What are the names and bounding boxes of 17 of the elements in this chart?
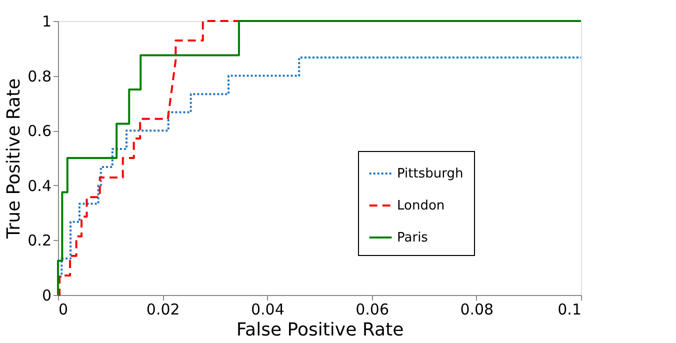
x-tick-label: 0.1 bbox=[558, 300, 582, 318]
y-tick-label: 0.6 bbox=[28, 122, 52, 140]
x-tick-label: 0 bbox=[58, 300, 68, 318]
legend-label: London bbox=[397, 198, 445, 214]
legend-label: Pittsburgh bbox=[397, 166, 464, 182]
y-tick-label: 0.4 bbox=[28, 176, 52, 195]
x-axis-title: False Positive Rate bbox=[236, 320, 404, 340]
x-tick-label: 0.08 bbox=[460, 300, 494, 318]
y-tick-label: 0.8 bbox=[28, 67, 52, 86]
x-tick-label: 0.06 bbox=[356, 300, 390, 318]
x-tick-label: 0.04 bbox=[250, 300, 284, 318]
y-tick-label: 1 bbox=[42, 12, 52, 30]
y-tick-label: 0.2 bbox=[28, 232, 52, 250]
x-tick-label: 0.02 bbox=[146, 300, 180, 318]
legend-label: Paris bbox=[397, 230, 428, 246]
y-axis-title: True Positive Rate bbox=[4, 78, 25, 240]
y-tick-label: 0 bbox=[42, 286, 52, 304]
